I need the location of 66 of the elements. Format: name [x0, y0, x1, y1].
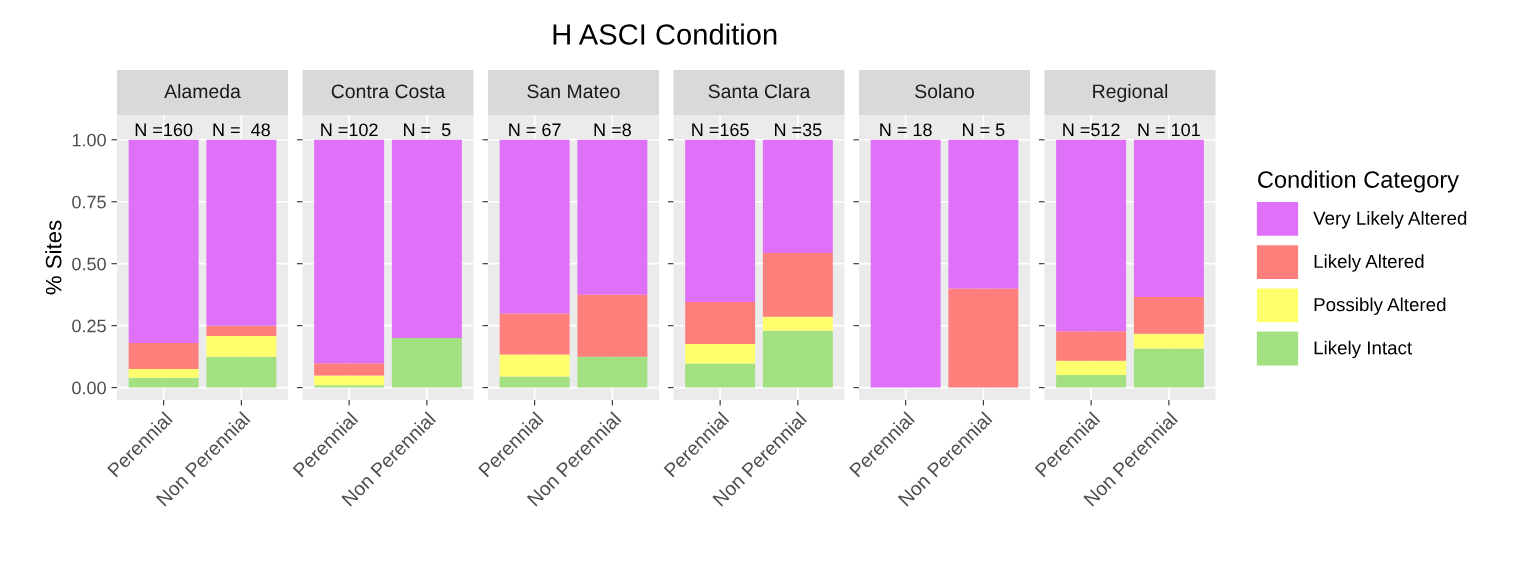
- legend-label: Very Likely Altered: [1313, 211, 1467, 229]
- bar: [762, 330, 833, 388]
- legend-title: Condition Category: [1258, 170, 1459, 193]
- legend-label: Likely Altered: [1314, 254, 1424, 272]
- bar: [206, 356, 277, 388]
- annotation: N = 67: [509, 123, 561, 137]
- annotation: N =102: [321, 123, 378, 137]
- bar: [1056, 374, 1127, 388]
- y-axis-title: % Sites: [45, 220, 62, 295]
- annotation: N =8: [594, 123, 631, 137]
- legend-label: Possibly Altered: [1314, 297, 1446, 315]
- chart-title: San Mateo: [527, 84, 620, 99]
- bar: [499, 376, 570, 388]
- bar: [1056, 139, 1127, 332]
- annotation: N =160: [135, 123, 193, 137]
- bar: [314, 385, 385, 388]
- y-tick-label: 0.75: [72, 195, 106, 209]
- bar: [1133, 348, 1204, 388]
- bar: [391, 139, 462, 339]
- legend-label: Likely Intact: [1314, 340, 1412, 359]
- y-tick-label: 0.50: [72, 257, 106, 271]
- chart-title: Alameda: [164, 83, 241, 99]
- bar: [685, 343, 756, 364]
- annotation: N =165: [692, 123, 749, 137]
- bar: [128, 139, 199, 343]
- chart-title: Regional: [1093, 83, 1168, 103]
- bar: [314, 375, 385, 386]
- bar: [499, 354, 570, 377]
- y-tick-label: 0.00: [72, 381, 106, 395]
- annotation: N = 48: [213, 123, 270, 137]
- bar: [577, 356, 648, 388]
- bar: [762, 139, 833, 254]
- bar: [206, 139, 277, 326]
- bar: [1056, 360, 1127, 375]
- bar: [762, 253, 833, 317]
- bar: [685, 139, 756, 303]
- y-tick-label: 1.00: [72, 133, 106, 147]
- bar: [128, 369, 199, 378]
- text: H ASCI Condition: [553, 23, 777, 45]
- bar: [206, 325, 277, 337]
- bar: [499, 313, 570, 355]
- annotation: N =35: [775, 123, 822, 137]
- bar: [1133, 296, 1204, 334]
- chart-title: Contra Costa: [331, 84, 446, 99]
- chart-title: Santa Clara: [708, 83, 811, 99]
- annotation: N = 5: [963, 123, 1005, 137]
- annotation: N = 5: [404, 123, 451, 137]
- annotation: N = 18: [880, 123, 932, 137]
- bar: [128, 377, 199, 388]
- bar: [1133, 139, 1204, 297]
- annotation: N =512: [1063, 123, 1120, 137]
- bar: [577, 139, 648, 295]
- bar: [1133, 333, 1204, 349]
- annotation: N = 101: [1138, 123, 1200, 137]
- bar: [206, 336, 277, 357]
- bar: [128, 343, 199, 370]
- bar: [762, 316, 833, 331]
- bar: [577, 294, 648, 357]
- bar: [685, 302, 756, 344]
- bar: [314, 363, 385, 376]
- bar: [685, 363, 756, 388]
- y-tick-label: 0.25: [72, 319, 106, 333]
- bar: [499, 139, 570, 314]
- chart-title: Solano: [915, 83, 974, 99]
- bar: [1056, 331, 1127, 361]
- bar: [391, 338, 462, 388]
